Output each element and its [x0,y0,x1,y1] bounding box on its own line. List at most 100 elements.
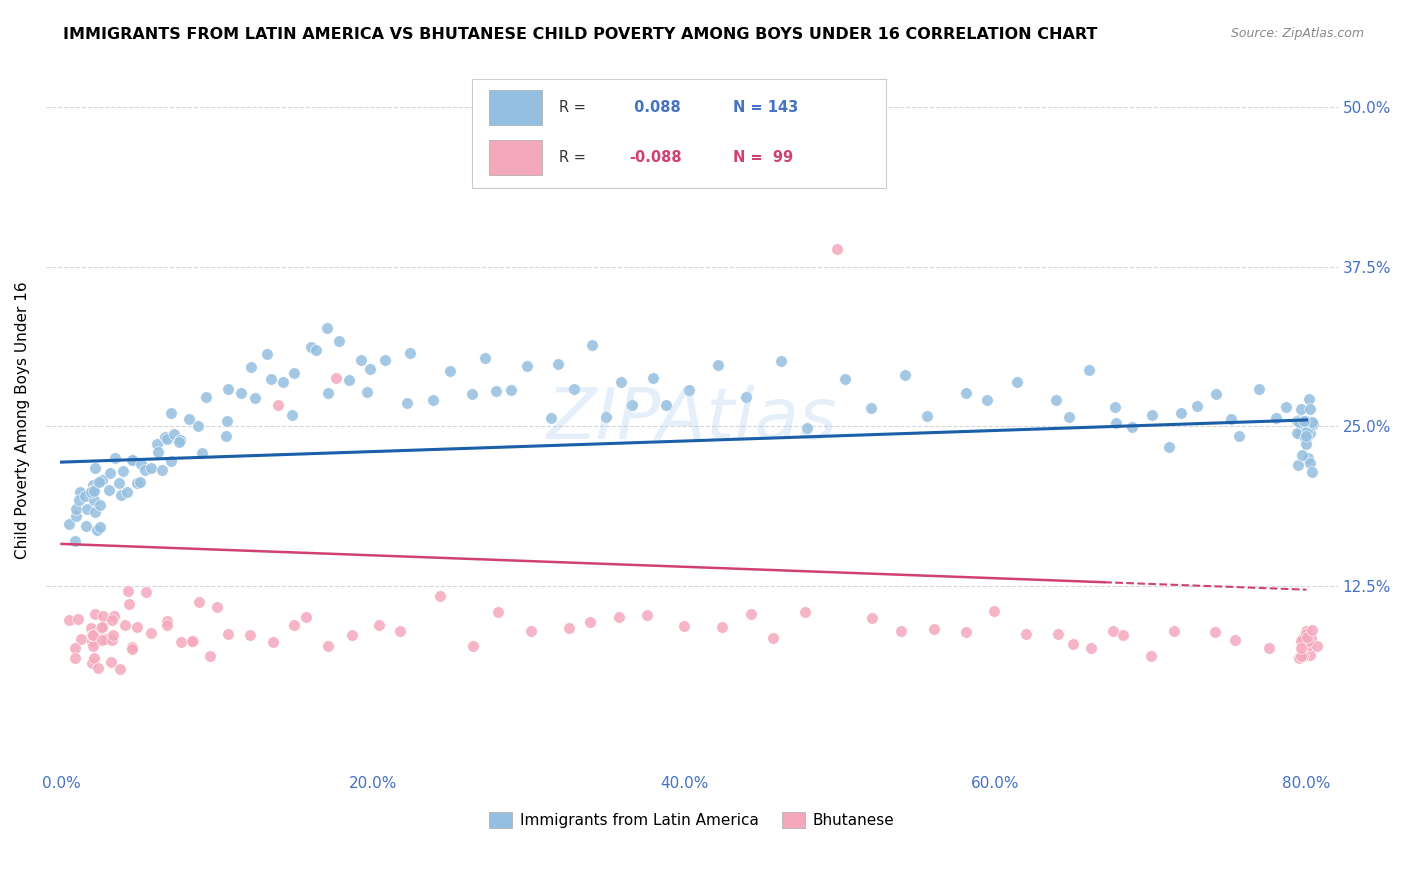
Point [1078,363,1101,377]
Point [91,473,114,487]
Point [121,452,143,467]
Point [595,410,617,425]
Point [915,409,938,423]
Point [121,640,143,655]
Point [707,358,730,372]
Point [150,463,173,477]
Point [101,613,124,627]
Point [1306,639,1329,653]
Point [1289,648,1312,663]
Point [90,632,112,647]
Point [1291,448,1313,462]
Point [243,391,266,405]
Point [117,584,139,599]
Point [388,624,411,639]
Text: IMMIGRANTS FROM LATIN AMERICA VS BHUTANESE CHILD POVERTY AMONG BOYS UNDER 16 COR: IMMIGRANTS FROM LATIN AMERICA VS BHUTANE… [63,27,1098,42]
Point [1140,408,1163,422]
Point [1298,392,1320,406]
Point [1289,641,1312,656]
Point [118,597,141,611]
Point [641,371,664,385]
Point [1286,426,1309,441]
Point [260,372,283,386]
Y-axis label: Child Poverty Among Boys Under 16: Child Poverty Among Boys Under 16 [15,281,30,558]
Point [547,357,569,371]
Point [1299,648,1322,662]
Point [111,464,134,478]
Point [67,612,90,626]
Point [350,353,373,368]
Point [1295,626,1317,640]
Point [267,399,290,413]
Point [80,628,103,642]
Point [1264,411,1286,425]
Point [1302,417,1324,431]
Point [294,610,316,624]
Point [65,509,87,524]
Point [890,624,912,639]
Point [139,461,162,475]
Point [1289,634,1312,648]
Point [82,477,104,491]
Point [976,392,998,407]
Point [205,600,228,615]
Point [82,639,104,653]
Point [83,651,105,665]
Point [262,635,284,649]
Point [191,446,214,460]
Point [101,628,124,642]
Point [121,641,143,656]
Point [156,617,179,632]
Point [1295,436,1317,450]
Point [1015,627,1038,641]
Point [316,639,339,653]
Point [922,622,945,636]
Text: Source: ZipAtlas.com: Source: ZipAtlas.com [1230,27,1364,40]
Point [83,460,105,475]
Point [1299,425,1322,440]
Point [562,382,585,396]
Point [1296,451,1319,466]
Point [834,372,856,386]
Point [395,396,418,410]
Point [218,383,240,397]
Point [340,628,363,642]
Point [1296,633,1319,648]
Point [146,445,169,459]
Point [160,406,183,420]
Point [271,375,294,389]
Point [1294,631,1316,645]
Point [711,620,734,634]
Point [156,614,179,628]
Point [769,354,792,368]
Point [110,662,132,676]
Point [58,516,80,531]
Point [1292,417,1315,432]
Point [328,334,350,349]
Point [422,393,444,408]
Point [1299,456,1322,470]
Point [955,385,977,400]
Point [1296,424,1319,438]
Point [1157,440,1180,454]
Point [488,605,510,619]
Point [1295,413,1317,427]
Point [1296,631,1319,645]
Point [325,371,347,385]
Point [181,634,204,648]
Point [1301,465,1323,479]
Point [636,608,658,623]
Point [1121,420,1143,434]
Point [1045,392,1067,407]
Point [1292,648,1315,663]
Point [678,383,700,397]
Point [1286,458,1309,473]
Point [65,502,87,516]
Point [135,585,157,599]
Point [1295,627,1317,641]
Point [1185,399,1208,413]
Point [1225,632,1247,647]
Point [70,632,93,646]
Point [367,617,389,632]
Point [1294,431,1316,445]
